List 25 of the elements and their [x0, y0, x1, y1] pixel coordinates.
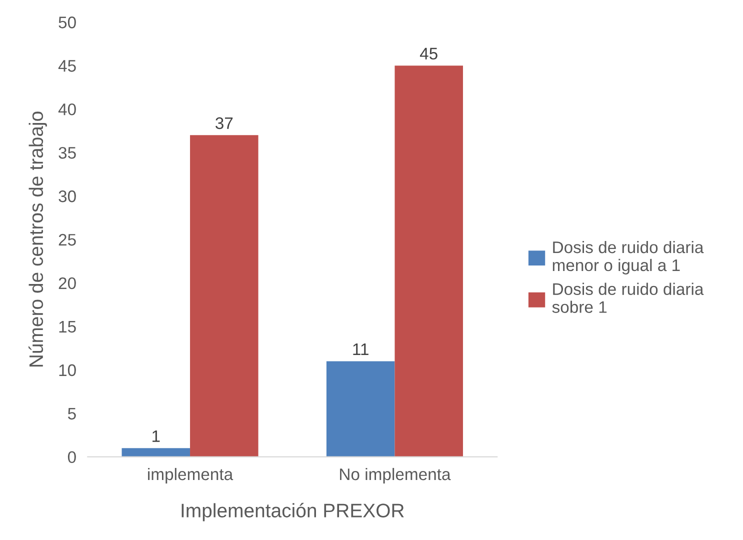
bar	[394, 66, 463, 457]
data-label: 1	[152, 430, 160, 442]
bar	[190, 135, 258, 457]
x-tick-label: No implementa	[340, 468, 451, 484]
legend-label: Dosis de ruido diaria sobre 1	[552, 282, 704, 313]
legend-label: Dosis de ruido diaria menor o igual a 1	[552, 240, 704, 274]
data-label: 45	[420, 48, 438, 60]
y-tick-label: 30	[58, 190, 76, 202]
data-label: 11	[353, 344, 368, 355]
y-tick-label: 0	[68, 451, 76, 464]
y-tick-label: 5	[68, 408, 76, 420]
y-tick-label: 35	[58, 146, 76, 159]
y-tick-label: 50	[58, 16, 76, 28]
x-axis-title: Implementación PREXOR	[182, 502, 404, 522]
y-tick-label: 40	[58, 103, 76, 116]
y-axis-title: Número de centros de trabajo	[28, 112, 47, 367]
y-tick-label: 20	[58, 277, 76, 290]
x-tick-label: implementa	[148, 468, 234, 484]
y-tick-label: 45	[58, 60, 76, 72]
y-tick-label: 10	[59, 364, 76, 376]
data-label: 37	[216, 117, 233, 130]
bar	[326, 361, 395, 457]
y-tick-label: 25	[58, 234, 76, 246]
y-tick-label: 15	[59, 321, 76, 333]
bar	[122, 448, 190, 457]
